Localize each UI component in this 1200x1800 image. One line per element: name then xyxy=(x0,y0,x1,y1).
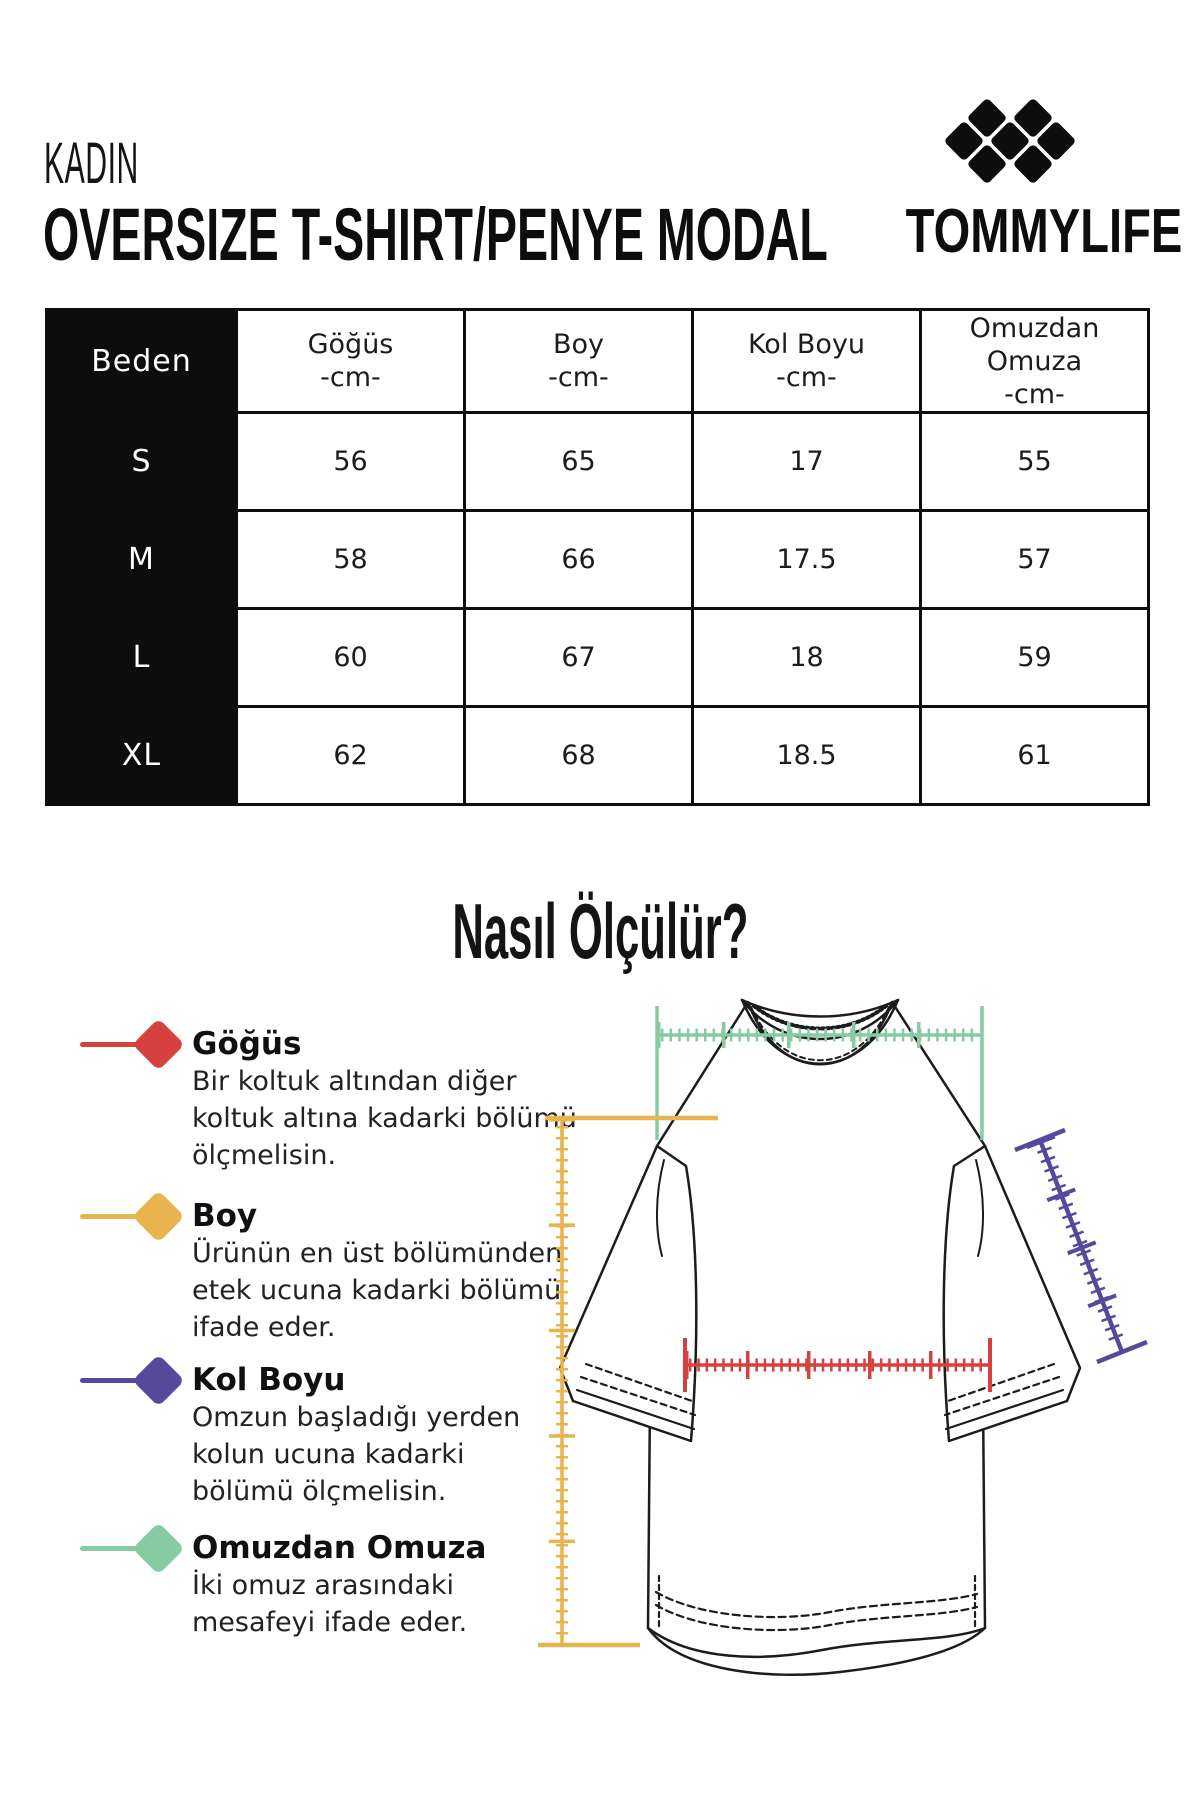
legend-desc-line: İki omuz arasındaki xyxy=(192,1570,455,1601)
chest-value: 62 xyxy=(235,705,466,806)
table-corner-label: Beden xyxy=(45,308,238,414)
legend-item-sleeve: Kol Boyu Omzun başladığı yerden kolun uc… xyxy=(80,1354,550,1510)
legend-desc-line: Ürünün en üst bölümünden xyxy=(192,1238,563,1269)
legend-label: Kol Boyu xyxy=(192,1362,346,1398)
legend-desc-line: ölçmelisin. xyxy=(192,1140,337,1171)
table-row-s: S 56 65 17 55 xyxy=(45,411,1150,512)
legend-label: Omuzdan Omuza xyxy=(192,1530,487,1566)
legend-desc-line: Bir koltuk altından diğer xyxy=(192,1066,517,1097)
col-header-length: Boy -cm- xyxy=(463,308,694,414)
chest-value: 56 xyxy=(235,411,466,512)
sleeve-marker-line xyxy=(80,1378,158,1383)
shoulder-marker-line xyxy=(80,1546,158,1551)
legend-item-shoulder: Omuzdan Omuza İki omuz arasındaki mesafe… xyxy=(80,1522,550,1641)
col-header-text: Göğüs xyxy=(307,329,394,360)
legend-desc-line: bölümü ölçmelisin. xyxy=(192,1476,447,1507)
length-value: 65 xyxy=(463,411,694,512)
sleeve-ruler xyxy=(1014,1127,1148,1365)
how-to-measure-title: Nasıl Ölçülür? xyxy=(451,887,749,975)
col-header-chest: Göğüs -cm- xyxy=(235,308,466,414)
chest-ruler xyxy=(683,1338,992,1392)
col-header-text: Kol Boyu xyxy=(747,329,866,360)
legend-desc-line: Omzun başladığı yerden xyxy=(192,1402,521,1433)
legend-desc-line: kolun ucuna kadarki xyxy=(192,1439,465,1470)
col-header-unit: -cm- xyxy=(548,362,609,393)
tshirt-outline xyxy=(558,998,1082,1676)
col-header-text2: Omuza xyxy=(986,345,1083,377)
shoulder-ruler xyxy=(655,1006,984,1140)
length-value: 68 xyxy=(463,705,694,806)
sleeve-diamond-icon xyxy=(132,1354,185,1407)
sleeve-value: 18 xyxy=(691,607,922,708)
legend-label: Göğüs xyxy=(192,1026,302,1062)
size-label: L xyxy=(45,607,238,708)
shoulder-value: 57 xyxy=(919,509,1150,610)
length-value: 67 xyxy=(463,607,694,708)
col-header-unit: -cm- xyxy=(1004,378,1065,410)
length-marker-line xyxy=(80,1214,158,1219)
chest-value: 60 xyxy=(235,607,466,708)
legend-desc-line: koltuk altına kadarki bölümü xyxy=(192,1103,577,1134)
shoulder-diamond-icon xyxy=(132,1522,185,1575)
table-row-m: M 58 66 17.5 57 xyxy=(45,509,1150,610)
brand-diamonds-icon xyxy=(945,99,1075,183)
col-header-sleeve: Kol Boyu -cm- xyxy=(691,308,922,414)
table-row-l: L 60 67 18 59 xyxy=(45,607,1150,708)
col-header-text: Boy xyxy=(552,329,605,360)
col-header-unit: -cm- xyxy=(320,362,381,393)
brand-logo: TOMMYLIFE xyxy=(862,94,1182,267)
shoulder-value: 55 xyxy=(919,411,1150,512)
chest-marker-line xyxy=(80,1042,158,1047)
chest-value: 58 xyxy=(235,509,466,610)
category-title: KADIN xyxy=(44,131,139,196)
length-diamond-icon xyxy=(132,1190,185,1243)
legend-desc-line: ifade eder. xyxy=(192,1312,336,1343)
product-title: OVERSIZE T-SHIRT/PENYE MODAL xyxy=(43,193,828,276)
chest-diamond-icon xyxy=(132,1018,185,1071)
table-row-xl: XL 62 68 18.5 61 xyxy=(45,705,1150,806)
size-label: M xyxy=(45,509,238,610)
size-label: S xyxy=(45,411,238,512)
size-label: XL xyxy=(45,705,238,806)
table-header-row: Beden Göğüs -cm- Boy -cm- Kol Boyu -cm- … xyxy=(45,308,1150,414)
legend-label: Boy xyxy=(192,1198,258,1234)
legend-item-chest: Göğüs Bir koltuk altından diğer koltuk a… xyxy=(80,1018,577,1174)
length-value: 66 xyxy=(463,509,694,610)
sleeve-value: 17 xyxy=(691,411,922,512)
length-ruler xyxy=(538,1115,718,1648)
shoulder-value: 61 xyxy=(919,705,1150,806)
size-table: Beden Göğüs -cm- Boy -cm- Kol Boyu -cm- … xyxy=(45,308,1150,806)
col-header-unit: -cm- xyxy=(776,362,837,393)
col-header-text: Omuzdan xyxy=(969,312,1100,344)
sleeve-value: 18.5 xyxy=(691,705,922,806)
legend-item-length: Boy Ürünün en üst bölümünden etek ucuna … xyxy=(80,1190,563,1346)
brand-name: TOMMYLIFE xyxy=(905,197,1183,266)
legend-desc-line: etek ucuna kadarki bölümü xyxy=(192,1275,562,1306)
col-header-shoulder: Omuzdan Omuza -cm- xyxy=(919,308,1150,414)
shoulder-value: 59 xyxy=(919,607,1150,708)
sleeve-value: 17.5 xyxy=(691,509,922,610)
legend-desc-line: mesafeyi ifade eder. xyxy=(192,1607,468,1638)
